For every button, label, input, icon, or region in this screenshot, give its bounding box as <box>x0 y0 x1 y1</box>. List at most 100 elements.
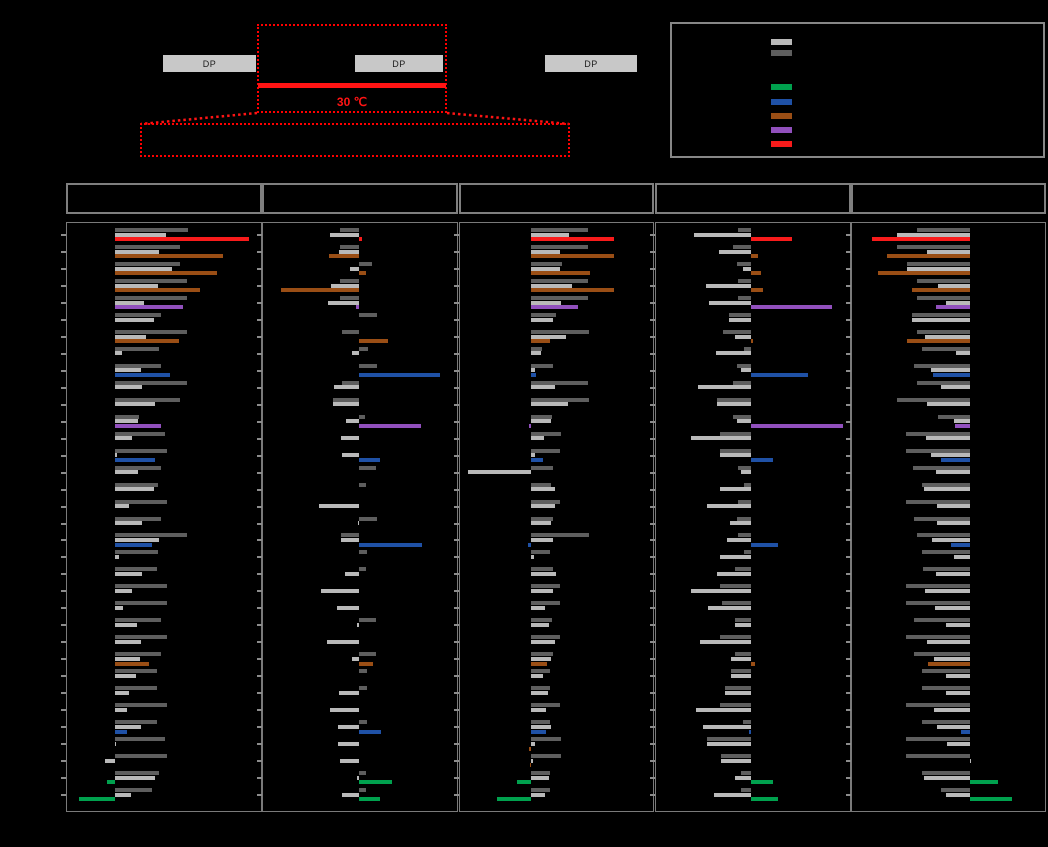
panel-4 <box>650 222 851 812</box>
y-tick <box>61 777 66 779</box>
bar-purple <box>936 305 970 309</box>
y-tick <box>61 319 66 321</box>
bar-silver <box>941 385 970 389</box>
y-tick <box>257 353 262 355</box>
bar-gray <box>115 754 167 758</box>
bar-gray <box>717 398 751 402</box>
bar-blue <box>528 543 531 547</box>
y-tick <box>454 675 459 677</box>
bar-silver <box>338 742 359 746</box>
bar-gray <box>914 517 970 521</box>
y-tick <box>846 336 851 338</box>
bar-gray <box>115 432 165 436</box>
y-tick <box>61 285 66 287</box>
bar-gray <box>340 245 359 249</box>
bar-silver <box>694 233 751 237</box>
bar-gray <box>738 279 751 283</box>
y-tick <box>257 421 262 423</box>
y-tick <box>454 607 459 609</box>
dp-label-2: DP <box>392 58 406 69</box>
y-tick <box>846 726 851 728</box>
bar-silver <box>907 267 970 271</box>
bar-silver <box>946 691 970 695</box>
y-tick <box>454 336 459 338</box>
bar-gray <box>115 245 180 249</box>
bar-brown <box>751 288 763 292</box>
bar-silver <box>720 453 751 457</box>
y-tick <box>846 743 851 745</box>
y-tick <box>61 455 66 457</box>
y-tick <box>257 251 262 253</box>
bar-silver <box>115 487 154 491</box>
bar-gray <box>359 517 377 521</box>
bar-silver <box>737 419 751 423</box>
bar-gray <box>359 466 376 470</box>
bar-brown <box>359 271 366 275</box>
bar-brown <box>928 662 970 666</box>
y-tick <box>454 438 459 440</box>
bar-gray <box>744 550 751 554</box>
bar-blue <box>115 543 152 547</box>
y-tick <box>846 607 851 609</box>
bar-silver <box>932 538 970 542</box>
bar-silver <box>358 521 359 525</box>
y-tick <box>454 319 459 321</box>
bar-silver <box>691 589 751 593</box>
bar-gray <box>359 720 367 724</box>
y-tick <box>61 421 66 423</box>
bar-gray <box>917 296 970 300</box>
bar-silver <box>924 776 970 780</box>
bar-silver <box>531 725 551 729</box>
y-tick <box>846 590 851 592</box>
bar-gray <box>115 415 139 419</box>
y-tick <box>846 523 851 525</box>
bar-gray <box>340 279 359 283</box>
bar-gray <box>906 754 970 758</box>
bar-blue <box>359 543 422 547</box>
bar-silver <box>970 759 971 763</box>
y-tick <box>650 675 655 677</box>
y-tick <box>650 624 655 626</box>
bar-gray <box>531 584 560 588</box>
bar-blue <box>359 730 381 734</box>
bar-gray <box>531 449 560 453</box>
bar-gray <box>115 228 188 232</box>
y-tick <box>846 709 851 711</box>
bar-silver <box>115 470 138 474</box>
y-tick <box>454 353 459 355</box>
bar-gray <box>531 669 550 673</box>
legend-swatch-brown <box>771 113 792 119</box>
bar-gray <box>531 533 589 537</box>
bar-silver <box>531 793 545 797</box>
bar-silver <box>731 674 751 678</box>
bar-silver <box>115 504 129 508</box>
bar-gray <box>744 483 751 487</box>
bar-brown <box>912 288 970 292</box>
bar-silver <box>936 572 970 576</box>
y-tick <box>650 489 655 491</box>
bar-gray <box>359 669 367 673</box>
bar-silver <box>115 419 138 423</box>
bar-silver <box>931 368 970 372</box>
bar-silver <box>743 267 751 271</box>
y-tick <box>846 251 851 253</box>
y-tick <box>846 268 851 270</box>
bar-silver <box>531 267 560 271</box>
bar-red <box>531 237 614 241</box>
bar-silver <box>531 504 555 508</box>
bar-gray <box>359 483 366 487</box>
bar-gray <box>115 364 161 368</box>
bar-silver <box>706 284 751 288</box>
bar-gray <box>733 245 751 249</box>
bar-gray <box>906 500 970 504</box>
bar-silver <box>531 335 566 339</box>
bar-silver <box>531 318 553 322</box>
bar-gray <box>531 686 550 690</box>
bar-silver <box>735 335 751 339</box>
bar-gray <box>115 652 161 656</box>
bar-gray <box>906 449 970 453</box>
y-tick <box>650 472 655 474</box>
bar-silver <box>342 453 359 457</box>
y-tick <box>257 794 262 796</box>
y-tick <box>61 573 66 575</box>
